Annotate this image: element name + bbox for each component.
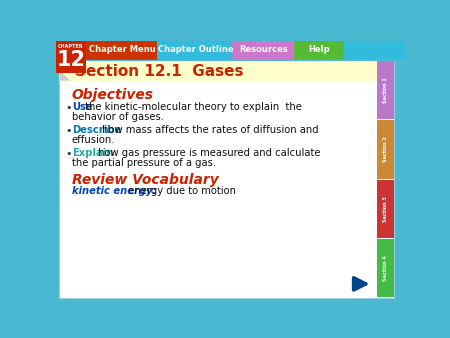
Text: Section 1: Section 1 <box>383 77 388 103</box>
FancyBboxPatch shape <box>157 40 234 60</box>
FancyBboxPatch shape <box>86 40 158 60</box>
Text: Objectives: Objectives <box>72 88 154 102</box>
FancyBboxPatch shape <box>56 41 405 59</box>
Text: Describe: Describe <box>72 125 121 135</box>
Text: how gas pressure is measured and calculate: how gas pressure is measured and calcula… <box>95 148 321 159</box>
Text: the partial pressure of a gas.: the partial pressure of a gas. <box>72 159 216 168</box>
Text: Review Vocabulary: Review Vocabulary <box>72 173 219 187</box>
Text: Resources: Resources <box>239 45 288 54</box>
Text: behavior of gases.: behavior of gases. <box>72 112 164 122</box>
Text: kinetic energy:: kinetic energy: <box>72 186 156 196</box>
FancyBboxPatch shape <box>377 239 394 297</box>
Text: the kinetic-molecular theory to explain  the: the kinetic-molecular theory to explain … <box>82 102 302 112</box>
Text: Help: Help <box>308 45 330 54</box>
Text: Chapter Menu: Chapter Menu <box>89 45 156 54</box>
Text: •: • <box>66 126 72 136</box>
Text: how mass affects the rates of diffusion and: how mass affects the rates of diffusion … <box>99 125 318 135</box>
FancyBboxPatch shape <box>59 61 394 298</box>
Text: Section 12.1  Gases: Section 12.1 Gases <box>75 64 243 79</box>
Text: Section 3: Section 3 <box>383 196 388 222</box>
Polygon shape <box>59 70 70 80</box>
Text: effusion.: effusion. <box>72 135 115 145</box>
Text: Section 2: Section 2 <box>383 137 388 162</box>
FancyBboxPatch shape <box>232 40 296 60</box>
FancyBboxPatch shape <box>377 120 394 179</box>
FancyBboxPatch shape <box>377 61 394 120</box>
Text: •: • <box>66 103 72 113</box>
Text: Explain: Explain <box>72 148 113 159</box>
Text: 12: 12 <box>57 50 86 70</box>
Text: CHAPTER: CHAPTER <box>58 44 84 49</box>
FancyBboxPatch shape <box>56 41 86 73</box>
FancyBboxPatch shape <box>377 179 394 238</box>
Text: energy due to motion: energy due to motion <box>122 186 236 196</box>
FancyBboxPatch shape <box>294 40 344 60</box>
Text: Use: Use <box>72 102 92 112</box>
Text: Section 4: Section 4 <box>383 255 388 281</box>
Text: Chapter Outline: Chapter Outline <box>158 45 233 54</box>
Text: •: • <box>66 149 72 159</box>
FancyBboxPatch shape <box>59 61 377 80</box>
